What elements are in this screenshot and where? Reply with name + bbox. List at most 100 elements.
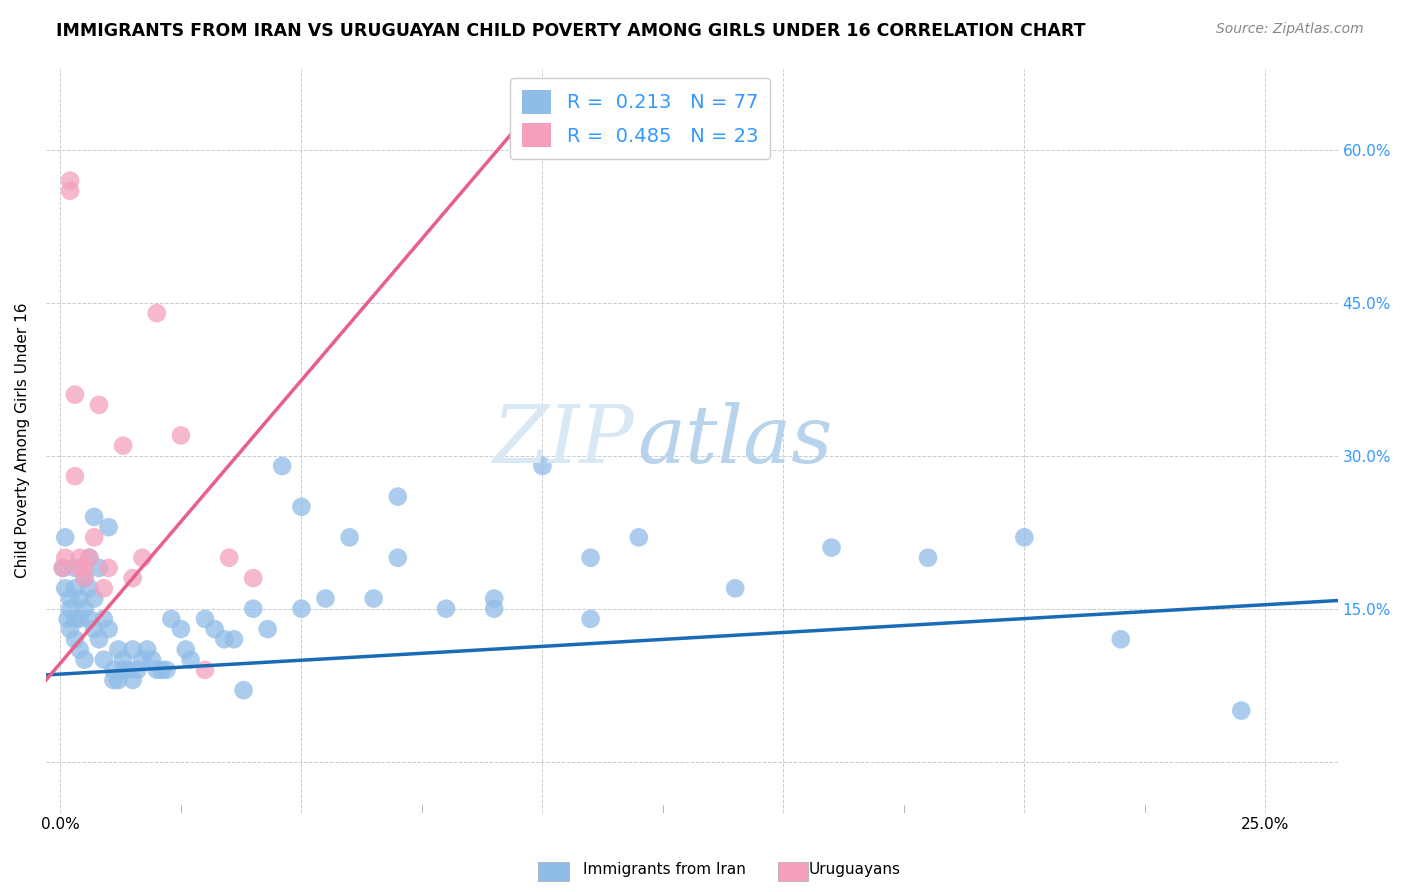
Point	[79, 612, 101, 626]
Point	[1109, 632, 1132, 647]
Point	[103, 663, 125, 677]
Point	[97, 520, 120, 534]
Point	[59, 184, 82, 198]
Point	[271, 458, 294, 473]
Point	[103, 673, 125, 687]
Point	[73, 571, 96, 585]
Point	[117, 663, 139, 677]
Point	[52, 561, 75, 575]
Point	[53, 550, 76, 565]
Point	[121, 642, 143, 657]
Point	[69, 591, 91, 606]
Point	[579, 612, 602, 626]
Point	[63, 561, 86, 575]
Point	[204, 622, 226, 636]
Point	[170, 622, 193, 636]
Point	[146, 663, 169, 677]
Point	[69, 561, 91, 575]
Point	[387, 550, 409, 565]
Text: Source: ZipAtlas.com: Source: ZipAtlas.com	[1216, 22, 1364, 37]
Point	[69, 550, 91, 565]
Point	[83, 591, 105, 606]
Point	[83, 510, 105, 524]
Point	[59, 174, 82, 188]
Text: Immigrants from Iran: Immigrants from Iran	[583, 863, 747, 877]
Point	[232, 683, 254, 698]
Point	[73, 571, 96, 585]
Point	[73, 653, 96, 667]
Point	[141, 653, 163, 667]
Point	[531, 458, 554, 473]
Point	[59, 622, 82, 636]
Point	[73, 561, 96, 575]
Point	[290, 500, 312, 514]
Point	[79, 582, 101, 596]
Text: Uruguayans: Uruguayans	[808, 863, 900, 877]
Point	[79, 550, 101, 565]
Point	[52, 561, 75, 575]
Point	[69, 612, 91, 626]
Point	[97, 561, 120, 575]
Legend: R =  0.213   N = 77, R =  0.485   N = 23: R = 0.213 N = 77, R = 0.485 N = 23	[510, 78, 770, 159]
Point	[93, 653, 115, 667]
Point	[387, 490, 409, 504]
Point	[83, 622, 105, 636]
Point	[56, 612, 79, 626]
Point	[131, 550, 153, 565]
Point	[434, 601, 457, 615]
Point	[79, 550, 101, 565]
Point	[136, 642, 159, 657]
Point	[59, 601, 82, 615]
Point	[121, 673, 143, 687]
Point	[97, 622, 120, 636]
Text: atlas: atlas	[637, 401, 832, 479]
Point	[579, 550, 602, 565]
Point	[174, 642, 197, 657]
Point	[112, 663, 135, 677]
Point	[1014, 530, 1036, 544]
Point	[256, 622, 278, 636]
Point	[218, 550, 240, 565]
Y-axis label: Child Poverty Among Girls Under 16: Child Poverty Among Girls Under 16	[15, 302, 30, 578]
Point	[155, 663, 177, 677]
Point	[63, 612, 86, 626]
Point	[83, 530, 105, 544]
Point	[107, 642, 129, 657]
Point	[917, 550, 939, 565]
Point	[121, 571, 143, 585]
Point	[63, 469, 86, 483]
Point	[53, 530, 76, 544]
Text: IMMIGRANTS FROM IRAN VS URUGUAYAN CHILD POVERTY AMONG GIRLS UNDER 16 CORRELATION: IMMIGRANTS FROM IRAN VS URUGUAYAN CHILD …	[56, 22, 1085, 40]
Point	[194, 612, 217, 626]
Point	[820, 541, 842, 555]
Point	[87, 561, 110, 575]
Point	[93, 582, 115, 596]
Point	[146, 306, 169, 320]
Point	[242, 601, 264, 615]
Text: ZIP: ZIP	[492, 401, 634, 479]
Point	[150, 663, 173, 677]
Point	[290, 601, 312, 615]
Point	[63, 632, 86, 647]
Point	[194, 663, 217, 677]
Point	[724, 582, 747, 596]
Point	[63, 582, 86, 596]
Point	[131, 653, 153, 667]
Point	[53, 582, 76, 596]
Point	[127, 663, 149, 677]
Point	[59, 591, 82, 606]
Point	[112, 439, 135, 453]
Point	[1230, 704, 1253, 718]
Point	[242, 571, 264, 585]
Point	[363, 591, 385, 606]
Point	[482, 601, 505, 615]
Point	[112, 653, 135, 667]
Point	[69, 642, 91, 657]
Point	[315, 591, 337, 606]
Point	[482, 591, 505, 606]
Point	[160, 612, 183, 626]
Point	[180, 653, 202, 667]
Point	[627, 530, 650, 544]
Point	[222, 632, 245, 647]
Point	[73, 601, 96, 615]
